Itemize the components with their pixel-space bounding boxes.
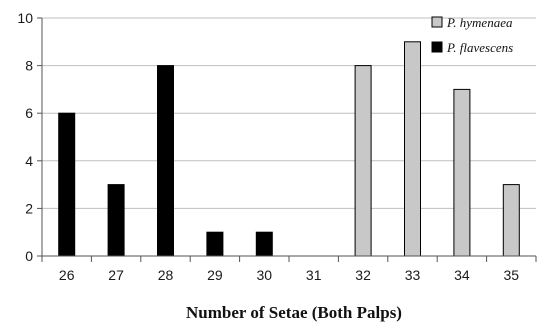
bar-flavescens-29 <box>206 231 224 257</box>
bar-hymenaea-34 <box>453 88 471 257</box>
x-tick-label: 31 <box>306 267 322 283</box>
x-tick-label: 26 <box>59 267 75 283</box>
y-tick-label: 10 <box>17 10 33 26</box>
bar-flavescens-27 <box>107 184 125 257</box>
legend-label: P. hymenaea <box>446 15 513 30</box>
bar-hymenaea-35 <box>502 184 520 257</box>
bar-flavescens-26 <box>58 112 76 257</box>
x-tick-label: 35 <box>504 267 520 283</box>
bar-hymenaea-33 <box>404 41 421 257</box>
legend-label: P. flavescens <box>446 40 513 55</box>
y-tick-label: 2 <box>25 200 33 216</box>
x-tick-label: 27 <box>108 267 124 283</box>
y-tick-label: 0 <box>25 248 33 264</box>
legend-swatch <box>431 41 443 53</box>
y-axis-ticks: 0 2 4 6 8 10 <box>17 10 42 264</box>
legend-swatch <box>431 16 443 28</box>
x-tick-label: 33 <box>405 267 421 283</box>
y-tick-label: 8 <box>25 58 33 74</box>
x-axis-title: Number of Setae (Both Palps) <box>186 303 402 322</box>
bar-hymenaea-32 <box>354 65 372 257</box>
y-tick-label: 6 <box>25 105 33 121</box>
bar-flavescens-30 <box>255 231 273 257</box>
x-axis-ticks: 26 27 28 29 30 31 32 33 34 35 <box>41 256 537 283</box>
x-tick-label: 34 <box>454 267 470 283</box>
bar-flavescens-28 <box>157 65 174 257</box>
legend: P. hymenaea P. flavescens <box>431 15 513 55</box>
y-tick-label: 4 <box>25 153 33 169</box>
bars <box>58 41 520 257</box>
x-tick-label: 28 <box>158 267 174 283</box>
x-tick-label: 30 <box>257 267 273 283</box>
x-tick-label: 32 <box>355 267 371 283</box>
x-tick-label: 29 <box>207 267 223 283</box>
axes <box>41 18 536 257</box>
